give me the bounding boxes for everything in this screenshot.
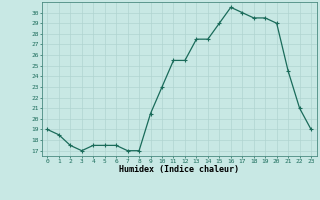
X-axis label: Humidex (Indice chaleur): Humidex (Indice chaleur) xyxy=(119,165,239,174)
